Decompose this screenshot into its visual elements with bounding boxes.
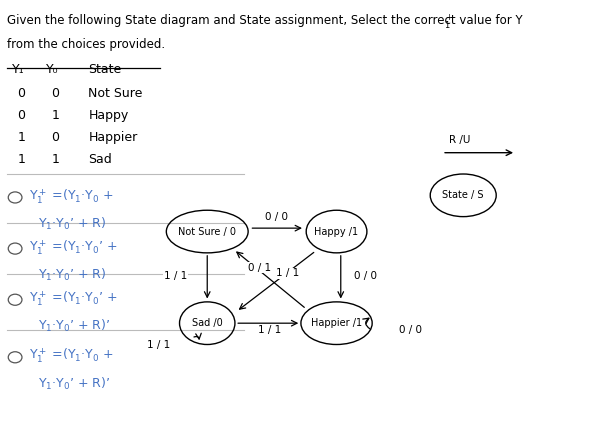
Text: Sad: Sad	[88, 153, 112, 166]
Text: Happier /1: Happier /1	[311, 318, 362, 328]
Text: Y₁: Y₁	[12, 63, 25, 76]
Text: Y₀: Y₀	[46, 63, 59, 76]
Text: 1: 1	[52, 153, 59, 166]
Text: Y$_1^+$ =(Y$_1$·Y$_0$’ +: Y$_1^+$ =(Y$_1$·Y$_0$’ +	[29, 238, 118, 257]
Text: Not Sure / 0: Not Sure / 0	[178, 227, 236, 236]
Text: Y$_1$·Y$_0$’ + R): Y$_1$·Y$_0$’ + R)	[38, 267, 107, 283]
Text: Y$_1^+$ =(Y$_1$·Y$_0$’ +: Y$_1^+$ =(Y$_1$·Y$_0$’ +	[29, 289, 118, 308]
Text: Sad /0: Sad /0	[192, 318, 223, 328]
Text: Happier: Happier	[88, 131, 138, 144]
Text: 1: 1	[52, 109, 59, 122]
Text: from the choices provided.: from the choices provided.	[7, 38, 165, 51]
Text: 0 / 0: 0 / 0	[399, 326, 422, 335]
Text: 0 / 1: 0 / 1	[249, 263, 272, 273]
Text: Y$_1^+$ =(Y$_1$·Y$_0$ +: Y$_1^+$ =(Y$_1$·Y$_0$ +	[29, 347, 114, 366]
Text: 1: 1	[17, 153, 25, 166]
Text: State / S: State / S	[442, 190, 484, 200]
Text: $_1^+$: $_1^+$	[443, 12, 453, 31]
Text: Given the following State diagram and State assignment, Select the correct value: Given the following State diagram and St…	[7, 14, 522, 27]
Text: 1 / 1: 1 / 1	[258, 326, 281, 335]
Text: 0 / 0: 0 / 0	[354, 271, 377, 281]
Text: 1 / 1: 1 / 1	[147, 340, 170, 350]
Text: State: State	[88, 63, 122, 76]
Text: 0: 0	[52, 131, 60, 144]
Text: Happy: Happy	[88, 109, 128, 122]
Text: 0 / 0: 0 / 0	[265, 211, 288, 222]
Text: Y$_1$·Y$_0$’ + R)’: Y$_1$·Y$_0$’ + R)’	[38, 318, 111, 334]
Text: 1: 1	[17, 131, 25, 144]
Text: Y$_1$·Y$_0$’ + R)’: Y$_1$·Y$_0$’ + R)’	[38, 376, 111, 392]
Text: Y$_1$·Y$_0$’ + R): Y$_1$·Y$_0$’ + R)	[38, 216, 107, 232]
Text: Happy /1: Happy /1	[314, 227, 359, 236]
Text: Y$_1^+$ =(Y$_1$·Y$_0$ +: Y$_1^+$ =(Y$_1$·Y$_0$ +	[29, 187, 114, 205]
Text: 1 / 1: 1 / 1	[276, 268, 300, 278]
Text: 1 / 1: 1 / 1	[164, 271, 187, 281]
Text: 0: 0	[17, 87, 25, 100]
Text: Not Sure: Not Sure	[88, 87, 143, 100]
Text: 0: 0	[17, 109, 25, 122]
Text: R /U: R /U	[449, 136, 471, 145]
Text: 0: 0	[52, 87, 60, 100]
